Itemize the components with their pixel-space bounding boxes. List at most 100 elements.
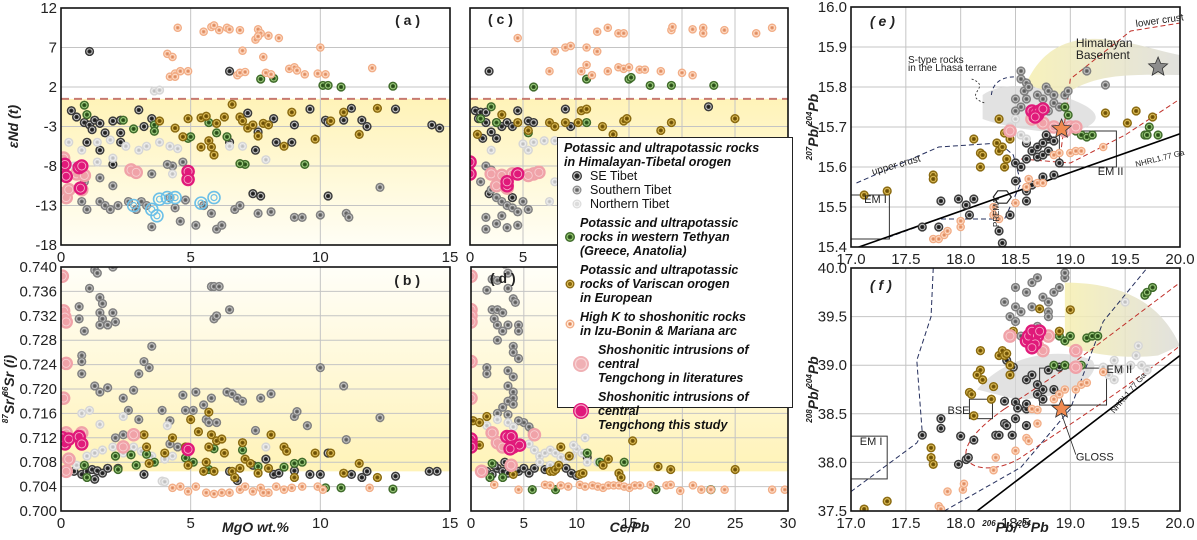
marker-center (114, 454, 117, 458)
data-point (730, 464, 740, 475)
marker-center (975, 373, 979, 377)
marker-ring (267, 431, 275, 438)
marker-center (1025, 199, 1028, 203)
marker-ring (579, 470, 587, 477)
marker-ring (1135, 342, 1142, 349)
data-point (183, 460, 193, 470)
data-point (183, 487, 193, 496)
data-point (326, 448, 336, 458)
data-point (997, 142, 1007, 152)
marker-center (972, 137, 976, 141)
data-point (508, 347, 518, 358)
marker-ring (963, 201, 970, 209)
marker-center (274, 141, 278, 144)
marker-ring (120, 413, 127, 420)
data-point (492, 414, 503, 425)
data-point (235, 25, 245, 35)
data-point (934, 222, 944, 232)
data-point (204, 442, 214, 452)
marker-center (590, 73, 594, 77)
data-point (1147, 112, 1158, 122)
marker-ring (151, 128, 158, 135)
marker-center (1025, 402, 1028, 406)
marker-center (1025, 291, 1028, 294)
data-point (339, 468, 349, 478)
marker-ring (156, 87, 163, 94)
data-point (485, 426, 499, 440)
marker-ring (551, 48, 558, 55)
marker-ring (1023, 422, 1030, 429)
data-point (560, 104, 571, 114)
legend-label: Southern Tibet (590, 183, 672, 197)
marker-ring (260, 489, 267, 496)
x-axis-label: Ce/Pb (610, 519, 650, 535)
marker-ring (531, 465, 538, 472)
marker-ring (213, 120, 220, 127)
marker-center (153, 129, 156, 133)
marker-ring (1034, 381, 1041, 388)
data-point (497, 211, 507, 221)
marker-ring (190, 407, 197, 414)
marker-ring (990, 467, 997, 474)
marker-ring (143, 451, 150, 458)
data-point (1049, 90, 1059, 100)
marker-center (643, 68, 647, 71)
marker-center (992, 213, 995, 217)
marker-body (474, 464, 489, 479)
marker-center (1052, 398, 1056, 401)
marker-ring (164, 422, 171, 429)
marker-ring (482, 162, 490, 170)
marker-ring (265, 465, 272, 472)
marker-center (543, 451, 547, 455)
marker-center (533, 467, 536, 470)
marker-center (168, 442, 172, 446)
marker-center (559, 484, 563, 487)
marker-ring (1028, 147, 1036, 155)
marker-center (181, 160, 185, 164)
data-point (74, 314, 84, 324)
marker-ring (1045, 313, 1052, 320)
marker-center (479, 117, 482, 120)
marker-ring (617, 474, 625, 481)
axes-frame (60, 266, 451, 512)
data-point (84, 405, 95, 415)
marker-ring (575, 119, 582, 126)
marker-center (500, 214, 504, 218)
marker-ring (314, 70, 321, 77)
marker-center (106, 467, 109, 470)
data-point (79, 460, 89, 470)
marker-center (970, 393, 973, 396)
marker-center (391, 487, 395, 491)
marker-center (479, 110, 482, 114)
data-point (167, 433, 178, 443)
marker-center (516, 121, 519, 124)
marker-center (96, 141, 99, 144)
data-point (74, 302, 84, 312)
annotation-label: Himalayan (1076, 36, 1133, 50)
marker-center (238, 28, 242, 32)
data-point (582, 43, 591, 52)
legend-item-variscan: Potassic and ultrapotassic rocks of Vari… (564, 263, 786, 305)
marker-center (259, 486, 262, 490)
marker-center (1041, 97, 1045, 101)
marker-ring (485, 68, 493, 75)
marker-center (517, 357, 520, 360)
data-point (180, 195, 191, 205)
marker-center (205, 491, 208, 494)
marker-center (733, 117, 737, 120)
marker-ring (299, 459, 306, 466)
marker-center (430, 123, 434, 127)
marker-ring (769, 24, 776, 31)
data-point (250, 145, 261, 155)
marker-ring (647, 82, 654, 89)
marker-center (246, 111, 250, 115)
data-point (527, 427, 542, 442)
data-point (1011, 446, 1020, 456)
marker-ring (1067, 306, 1074, 313)
marker-ring (91, 476, 98, 483)
marker-center (506, 471, 510, 475)
marker-center (1058, 393, 1061, 396)
marker-ring (65, 139, 72, 146)
marker-center (959, 225, 962, 229)
marker-center (194, 485, 198, 488)
